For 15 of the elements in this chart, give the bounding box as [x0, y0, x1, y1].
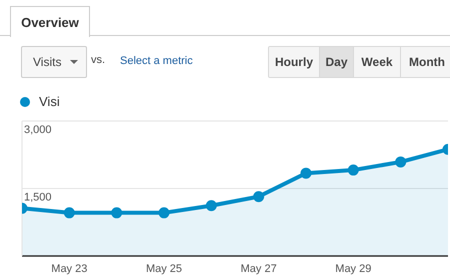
x-tick-label: May 23	[51, 262, 88, 275]
text: Select a metric	[120, 55, 193, 67]
text: Visits	[33, 55, 62, 69]
x-tick-label: May 27	[240, 262, 277, 275]
y-tick-label: 1,500	[24, 192, 52, 204]
y-tick-label: 3,000	[24, 124, 52, 136]
legend-label: Visi	[39, 94, 60, 109]
x-tick-label: May 25	[146, 262, 182, 275]
text: Week	[354, 47, 401, 77]
x-tick-label: May 29	[335, 262, 372, 275]
text: vs.	[91, 54, 106, 66]
text: Hourly	[269, 47, 320, 77]
text: Month	[401, 47, 450, 77]
text: Overview	[10, 6, 90, 37]
text: Day	[320, 47, 354, 77]
